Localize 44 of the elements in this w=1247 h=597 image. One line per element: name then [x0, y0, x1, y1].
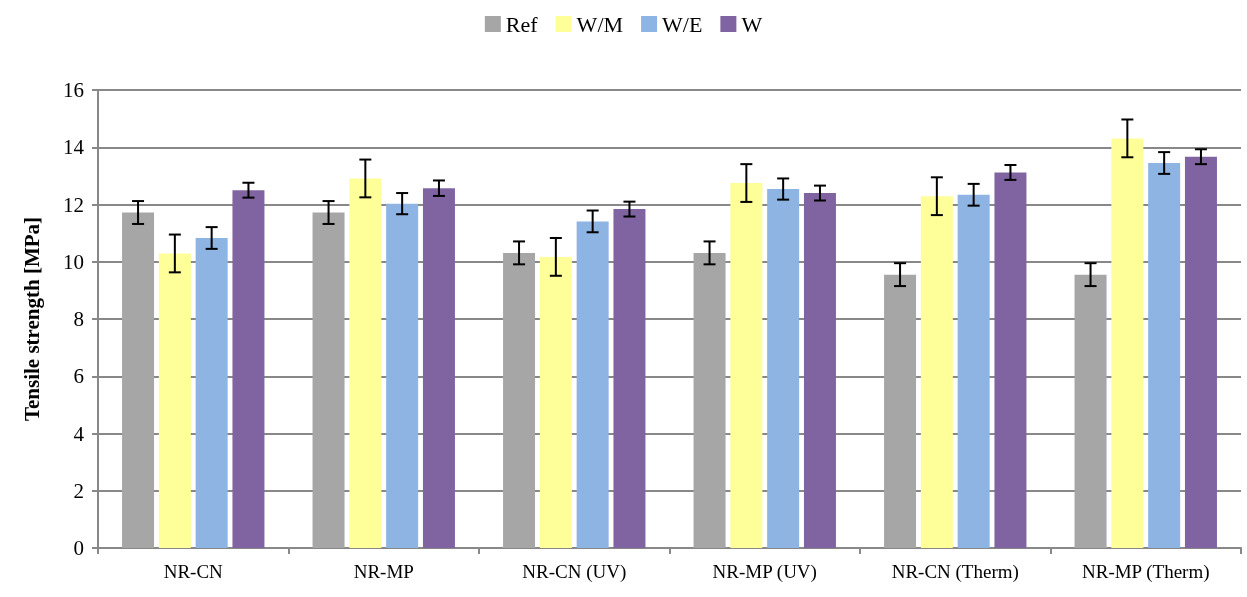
bar	[693, 252, 726, 548]
bar	[803, 193, 836, 548]
bar	[122, 212, 155, 548]
x-tick-label: NR-CN (UV)	[522, 561, 627, 583]
bar	[349, 178, 382, 548]
bar	[994, 172, 1027, 548]
y-tick-label: 10	[63, 249, 84, 274]
bar	[539, 256, 572, 548]
y-tick-label: 0	[73, 536, 84, 560]
bar	[1074, 274, 1107, 548]
y-tick-label: 2	[73, 478, 84, 503]
y-tick-label: 8	[73, 307, 84, 331]
y-axis-title: Tensile strength [MPa]	[19, 216, 44, 422]
x-tick-label: NR-MP	[353, 561, 414, 582]
y-tick-label: 12	[63, 192, 84, 217]
bar	[1184, 156, 1217, 548]
bar	[503, 252, 536, 548]
x-tick-label: NR-MP (UV)	[712, 561, 817, 583]
bar	[158, 253, 191, 548]
bar	[1148, 162, 1181, 548]
y-tick-label: 14	[63, 135, 85, 160]
bar	[576, 221, 609, 548]
legend-label: W/E	[662, 11, 703, 37]
bar	[920, 196, 953, 548]
x-tick-label: NR-CN	[163, 561, 224, 582]
legend-label: Ref	[505, 11, 539, 37]
y-tick-label: 4	[73, 421, 85, 446]
bar	[232, 190, 265, 548]
y-tick-label: 6	[73, 364, 84, 389]
bar	[730, 183, 763, 548]
bar	[884, 274, 917, 548]
x-tick-label: NR-MP (Therm)	[1081, 561, 1210, 583]
legend-label: W	[741, 11, 763, 37]
bar	[767, 189, 800, 548]
y-tick-label: 16	[63, 78, 84, 102]
bar	[422, 188, 455, 548]
x-tick-label: NR-CN (Therm)	[891, 561, 1019, 583]
bar	[1111, 138, 1144, 548]
bar	[312, 212, 345, 548]
bar	[957, 194, 990, 548]
legend-label: W/M	[576, 11, 624, 37]
bar	[386, 203, 419, 548]
bar	[195, 237, 228, 548]
bar	[613, 209, 646, 548]
